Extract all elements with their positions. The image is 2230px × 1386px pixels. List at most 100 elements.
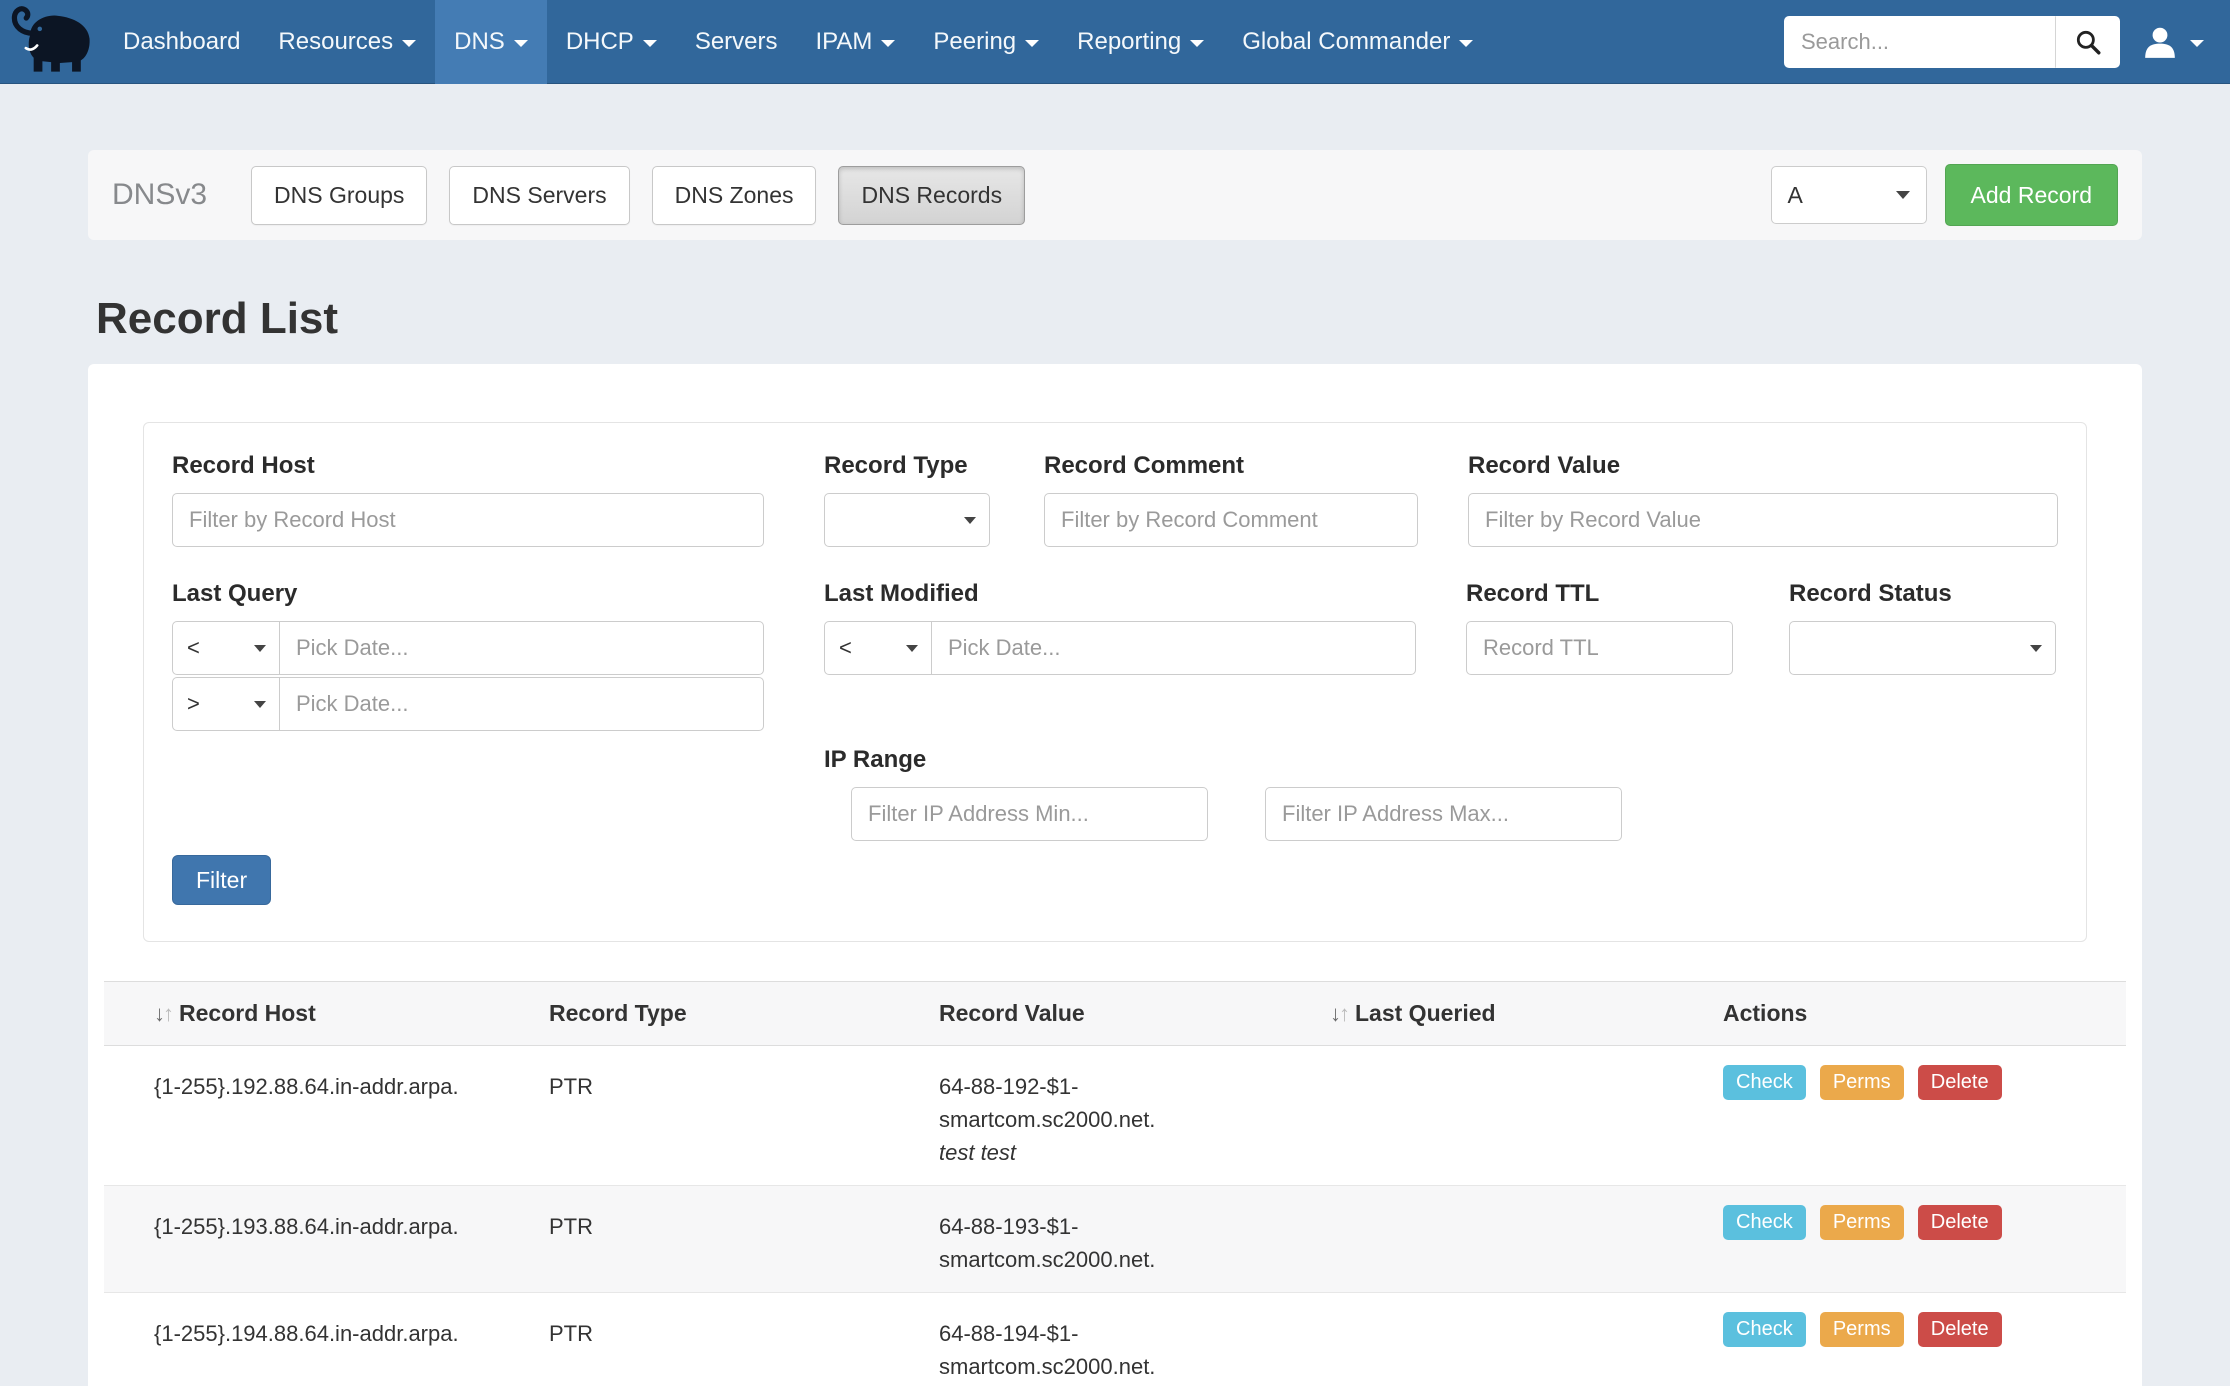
filter-button[interactable]: Filter <box>172 855 272 905</box>
table-row: {1-255}.194.88.64.in-addr.arpa. PTR 64-8… <box>104 1292 2126 1386</box>
cell-record-type: PTR <box>533 1045 923 1186</box>
last-query-date-after-input[interactable] <box>279 677 764 731</box>
ip-range-label: IP Range <box>824 746 927 773</box>
nav-item-dhcp[interactable]: DHCP <box>547 0 676 84</box>
last-modified-label: Last Modified <box>824 580 979 607</box>
perms-button[interactable]: Perms <box>1819 1065 1904 1100</box>
delete-button[interactable]: Delete <box>1917 1205 2002 1240</box>
record-type-filter-select[interactable] <box>824 493 990 547</box>
top-navbar: Dashboard Resources DNS DHCP Servers IPA… <box>0 0 2230 84</box>
filter-record-type: Record Type <box>824 453 990 547</box>
cell-record-value: 64-88-194-$1-smartcom.sc2000.net. <box>923 1292 1314 1386</box>
perms-button[interactable]: Perms <box>1819 1205 1904 1240</box>
record-value-input[interactable] <box>1468 493 2058 547</box>
perms-button[interactable]: Perms <box>1819 1312 1904 1347</box>
module-title: DNSv3 <box>112 178 208 211</box>
cell-record-host: {1-255}.193.88.64.in-addr.arpa. <box>104 1185 533 1293</box>
page-title: Record List <box>96 294 339 343</box>
record-host-input[interactable] <box>172 493 764 547</box>
tab-dns-groups[interactable]: DNS Groups <box>251 165 428 225</box>
header-record-type: Record Type <box>533 981 923 1046</box>
tab-dns-zones[interactable]: DNS Zones <box>651 165 817 225</box>
nav-item-dns[interactable]: DNS <box>435 0 547 84</box>
add-record-button[interactable]: Add Record <box>1944 164 2118 226</box>
ip-max-input[interactable] <box>1265 787 1622 841</box>
cell-record-host: {1-255}.194.88.64.in-addr.arpa. <box>104 1292 533 1386</box>
nav-label: DHCP <box>565 27 634 55</box>
search-group <box>1784 15 2120 68</box>
check-button[interactable]: Check <box>1723 1205 1806 1240</box>
delete-button[interactable]: Delete <box>1917 1065 2002 1100</box>
chevron-down-icon <box>254 700 266 708</box>
record-status-select[interactable] <box>1789 621 2056 675</box>
last-modified-date-input[interactable] <box>931 621 1416 675</box>
record-ttl-input[interactable] <box>1466 621 1733 675</box>
sort-icon[interactable]: ↓↑ <box>154 1001 174 1026</box>
nav-item-peering[interactable]: Peering <box>914 0 1058 84</box>
delete-button[interactable]: Delete <box>1917 1312 2002 1347</box>
filter-row-1: Record Host Record Type Record Comment R… <box>172 453 2058 547</box>
cell-record-value: 64-88-193-$1-smartcom.sc2000.net. <box>923 1185 1314 1293</box>
record-comment-text: test test <box>939 1140 1017 1165</box>
record-value-label: Record Value <box>1468 452 1621 479</box>
nav-item-global-commander[interactable]: Global Commander <box>1223 0 1492 84</box>
record-value-text: 64-88-194-$1-smartcom.sc2000.net. <box>939 1321 1156 1379</box>
header-last-queried[interactable]: ↓↑ Last Queried <box>1314 981 1707 1046</box>
cell-last-queried <box>1314 1292 1707 1386</box>
ip-min-input[interactable] <box>851 787 1208 841</box>
chevron-down-icon <box>1190 39 1205 47</box>
nav-label: IPAM <box>815 27 873 55</box>
main-menu: Dashboard Resources DNS DHCP Servers IPA… <box>104 0 1492 84</box>
nav-label: Peering <box>933 27 1017 55</box>
nav-item-resources[interactable]: Resources <box>259 0 435 84</box>
last-query-operator-select-greater[interactable]: > <box>172 677 280 731</box>
last-query-before-group: < <box>172 621 764 675</box>
filter-record-comment: Record Comment <box>1044 453 1418 547</box>
nav-label: Reporting <box>1077 27 1182 55</box>
chevron-down-icon <box>513 39 528 47</box>
app-logo[interactable] <box>0 0 104 84</box>
filter-record-host: Record Host <box>172 453 764 547</box>
record-value-text: 64-88-192-$1-smartcom.sc2000.net. <box>939 1074 1156 1132</box>
ip-range-inputs <box>824 787 1622 841</box>
last-query-operator-select-less[interactable]: < <box>172 621 280 675</box>
chevron-down-icon <box>2030 644 2042 652</box>
filter-record-status: Record Status <box>1789 581 2056 675</box>
record-type-select[interactable]: A <box>1770 166 1927 224</box>
search-icon <box>2076 30 2101 54</box>
last-query-date-before-input[interactable] <box>279 621 764 675</box>
search-button[interactable] <box>2056 15 2120 68</box>
check-button[interactable]: Check <box>1723 1065 1806 1100</box>
nav-label: DNS <box>454 27 505 55</box>
nav-item-servers[interactable]: Servers <box>676 0 797 84</box>
table-header-row: ↓↑ Record Host Record Type Record Value ↓… <box>104 981 2126 1046</box>
sort-icon[interactable]: ↓↑ <box>1330 1001 1350 1026</box>
nav-item-reporting[interactable]: Reporting <box>1058 0 1223 84</box>
tab-dns-records[interactable]: DNS Records <box>838 165 1026 225</box>
nav-label: Servers <box>694 27 778 55</box>
toolbar-right: A Add Record <box>1770 164 2118 226</box>
header-record-value: Record Value <box>923 981 1314 1046</box>
cell-actions: Check Perms Delete <box>1707 1045 2126 1186</box>
operator-value: < <box>187 635 200 660</box>
record-comment-input[interactable] <box>1044 493 1418 547</box>
record-list-card: Record Host Record Type Record Comment R… <box>88 364 2142 1386</box>
nav-item-ipam[interactable]: IPAM <box>797 0 915 84</box>
mammoth-icon <box>11 5 90 72</box>
records-table: ↓↑ Record Host Record Type Record Value ↓… <box>104 981 2126 1386</box>
dns-toolbar: DNSv3 DNS Groups DNS Servers DNS Zones D… <box>88 150 2142 240</box>
nav-item-dashboard[interactable]: Dashboard <box>104 0 259 84</box>
search-input[interactable] <box>1784 15 2056 68</box>
header-label: Record Type <box>549 1000 687 1026</box>
check-button[interactable]: Check <box>1723 1312 1806 1347</box>
operator-value: < <box>839 635 852 660</box>
nav-label: Dashboard <box>123 27 241 55</box>
table-row: {1-255}.192.88.64.in-addr.arpa. PTR 64-8… <box>104 1045 2126 1186</box>
chevron-down-icon <box>906 644 918 652</box>
header-record-host[interactable]: ↓↑ Record Host <box>104 981 533 1046</box>
tab-dns-servers[interactable]: DNS Servers <box>449 165 630 225</box>
user-menu[interactable] <box>2120 26 2230 58</box>
cell-actions: Check Perms Delete <box>1707 1292 2126 1386</box>
last-modified-operator-select[interactable]: < <box>824 621 932 675</box>
header-actions: Actions <box>1707 981 2126 1046</box>
